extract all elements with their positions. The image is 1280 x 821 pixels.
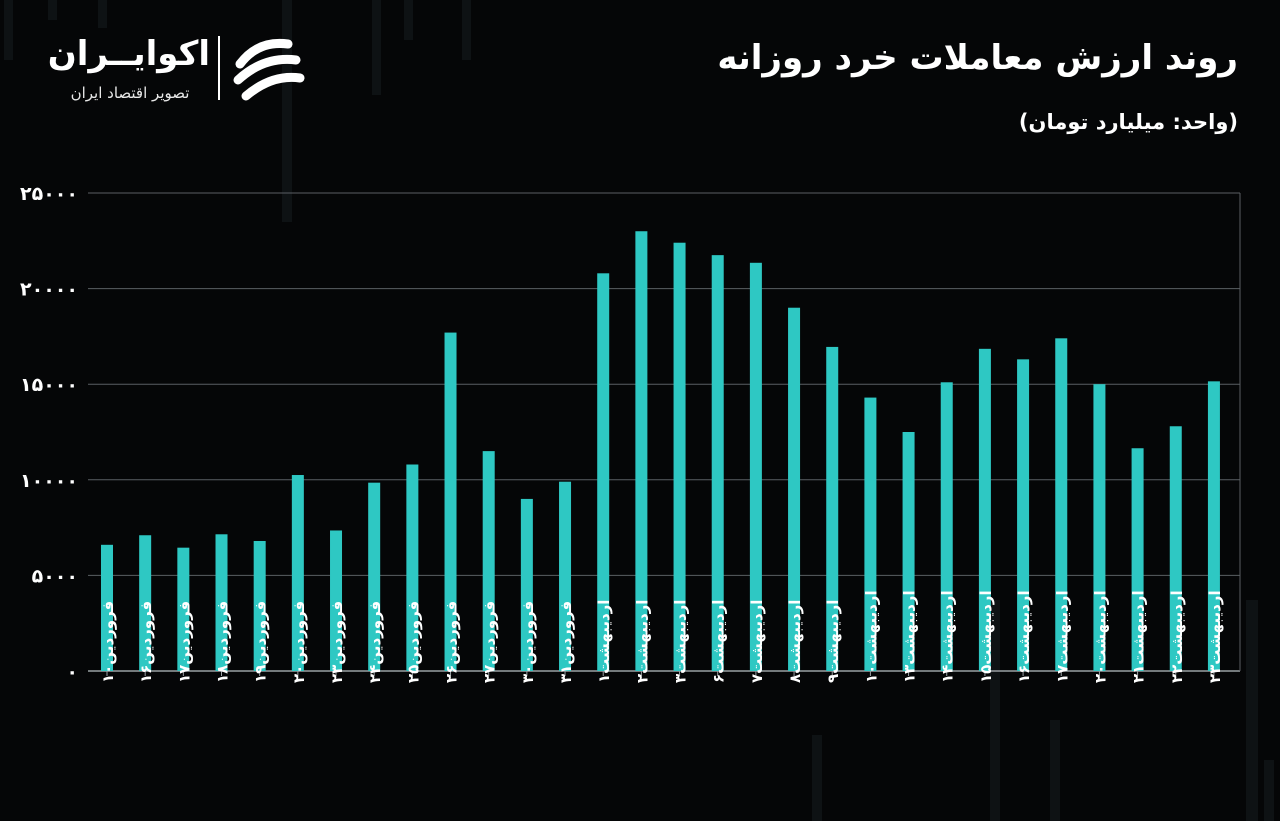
bar — [253, 540, 266, 671]
y-axis-ticks: ۲۵۰۰۰ ۲۰۰۰۰ ۱۵۰۰۰ ۱۰۰۰۰ ۵۰۰۰ ۰ — [20, 183, 78, 683]
x-tick-label: فروردین۲۶ — [443, 601, 461, 683]
bar — [139, 535, 152, 671]
bars — [101, 231, 1220, 672]
gridlines — [88, 192, 1241, 672]
bar — [559, 481, 572, 671]
logo-divider — [218, 36, 220, 100]
x-tick-label: فروردین۱۰ — [99, 601, 117, 683]
y-tick-label: ۱۰۰۰۰ — [20, 470, 78, 492]
bar — [520, 498, 533, 671]
bar — [1207, 381, 1220, 671]
x-tick-label: فروردین۲۵ — [404, 601, 422, 683]
x-tick-label: فروردین۲۰ — [290, 601, 308, 683]
x-tick-label: اردیبهشت۲ — [633, 600, 651, 683]
y-tick-label: ۱۵۰۰۰ — [20, 374, 78, 396]
bar — [826, 346, 839, 671]
x-tick-label: اردیبهشت۱۰ — [862, 590, 880, 683]
bar — [482, 451, 495, 671]
bar — [597, 273, 610, 671]
x-tick-label: فروردین۱۸ — [214, 601, 232, 683]
x-tick-label: اردیبهشت۱۶ — [1015, 590, 1033, 683]
bar — [1055, 338, 1068, 671]
x-tick-label: فروردین۱۷ — [175, 601, 193, 683]
x-tick-label: اردیبهشت۱۳ — [901, 590, 919, 683]
bar — [444, 332, 457, 671]
bar — [406, 464, 419, 671]
bar — [711, 255, 724, 671]
x-tick-label: اردیبهشت۳ — [672, 600, 690, 683]
bar — [940, 382, 953, 671]
logo-name: اکوایــران — [47, 34, 210, 74]
x-tick-label: فروردین۳۰ — [519, 601, 537, 683]
ecoiran-swirl-icon — [233, 38, 305, 101]
x-axis-ticks: فروردین۱۰ فروردین۱۶ فروردین۱۷ فروردین۱۸ فرور… — [99, 590, 1224, 683]
x-tick-label: اردیبهشت۶ — [710, 600, 728, 683]
x-tick-label: اردیبهشت۹ — [824, 600, 842, 683]
x-tick-label: اردیبهشت۷ — [748, 600, 766, 683]
bar — [902, 432, 915, 671]
x-tick-label: فروردین۱۶ — [137, 601, 155, 683]
bar — [635, 231, 648, 672]
x-tick-label: فروردین۳۱ — [557, 601, 575, 683]
bar — [215, 534, 228, 671]
bar — [978, 348, 991, 671]
x-tick-label: فروردین۲۴ — [366, 601, 384, 683]
y-tick-label: ۲۵۰۰۰ — [20, 183, 78, 205]
bar — [864, 397, 877, 671]
x-tick-label: فروردین۲۷ — [481, 601, 499, 683]
x-tick-label: اردیبهشت۲۱ — [1130, 590, 1148, 683]
y-tick-label: ۲۰۰۰۰ — [20, 279, 78, 301]
bar — [368, 482, 381, 671]
x-tick-label: فروردین۱۹ — [252, 601, 270, 683]
bar — [673, 242, 686, 671]
bar — [177, 547, 190, 671]
x-tick-label: اردیبهشت۱۴ — [939, 590, 957, 683]
x-tick-label: اردیبهشت۲۰ — [1091, 590, 1109, 683]
x-tick-label: اردیبهشت۲۲ — [1168, 590, 1186, 683]
brand-logo: اکوایــران تصویر اقتصاد ایران — [47, 34, 320, 110]
logo-tagline: تصویر اقتصاد ایران — [70, 84, 190, 102]
x-tick-label: اردیبهشت۱۷ — [1053, 590, 1071, 683]
y-tick-label: ۵۰۰۰ — [32, 565, 78, 587]
bar — [291, 475, 304, 671]
y-tick-label: ۰ — [66, 661, 78, 683]
x-tick-label: اردیبهشت۸ — [786, 600, 804, 683]
bar — [1169, 426, 1182, 671]
bar — [1131, 448, 1144, 671]
bar — [101, 544, 113, 671]
bar — [1017, 359, 1030, 671]
unit-label: (واحد: میلیارد تومان) — [1018, 110, 1238, 134]
chart-title: روند ارزش معاملات خرد روزانه — [717, 38, 1238, 78]
x-tick-label: اردیبهشت۲۳ — [1206, 590, 1224, 683]
bar — [788, 307, 801, 671]
x-tick-label: اردیبهشت۱ — [595, 600, 613, 683]
bar — [330, 530, 343, 671]
bar — [1093, 384, 1106, 671]
x-tick-label: فروردین۲۳ — [328, 601, 346, 683]
x-tick-label: اردیبهشت۱۵ — [977, 590, 995, 683]
bar — [749, 262, 762, 671]
